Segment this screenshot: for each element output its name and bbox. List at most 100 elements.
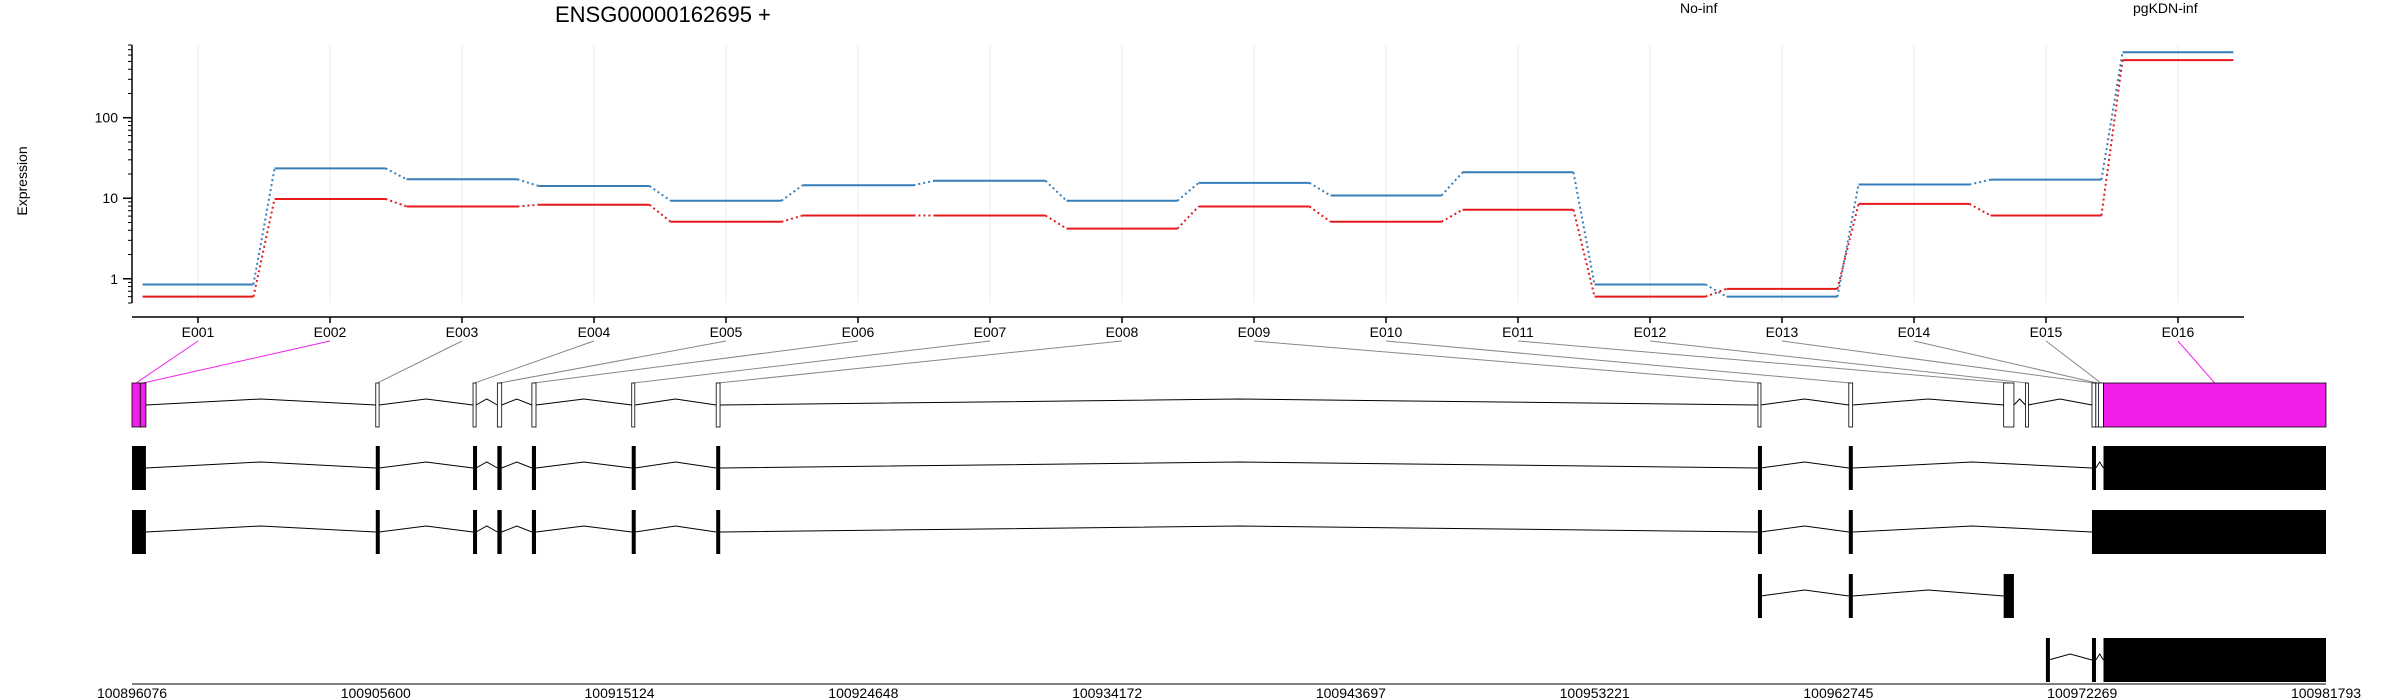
exon-bin-e007 [631,382,636,428]
transcript-exon [716,446,721,490]
x-tick-label-e013: E013 [1766,324,1799,340]
transcript-exon [2103,638,2326,682]
legend-entry-pgkdn-inf: pgKDN-inf [2133,0,2198,16]
x-tick-label-e007: E007 [974,324,1007,340]
series-connector [1308,182,1332,197]
transcript-exon [2103,446,2326,490]
intron-line [1760,398,1849,406]
exon-bin-e016 [2103,382,2327,428]
exon-link-line [1781,340,2094,384]
intron-line [2048,653,2093,661]
transcript-2 [132,510,2326,554]
series-connector [1044,214,1068,230]
genome-tick-label: 100981793 [2291,685,2361,700]
x-tick-label-e010: E010 [1370,324,1403,340]
exon-bin-e013 [2091,382,2097,428]
exon-bin-e001 [131,382,141,428]
expression-plot-area: 1 10 100 E001 E002 E003 E004 E005 E006 E007 E008 E0… [95,44,2244,340]
series-connector [1572,209,1596,297]
series-connector [1705,287,1727,298]
intron-line [634,525,717,533]
intron-line [1760,589,1849,597]
exon-bin-e005 [496,382,503,428]
series-no-inf [142,59,2234,298]
genome-tick-label: 100972269 [2047,685,2117,700]
exon-link-line [2045,340,2102,384]
intron-line [535,398,632,406]
exon-link-line [2177,340,2216,384]
transcript-exon [2045,638,2050,682]
intron-line [501,461,533,469]
transcript-exon [531,510,537,554]
intron-line [720,398,1758,406]
intron-line [145,461,376,469]
transcript-exon [531,446,537,490]
intron-line [379,525,474,533]
x-tick-label-e006: E006 [842,324,875,340]
intron-line [475,398,498,406]
genome-tick-label: 100896076 [97,685,167,700]
transcript-exon [1848,446,1853,490]
intron-line [2095,461,2104,469]
transcript-exon [375,510,380,554]
exon-bin-e004 [472,382,477,428]
intron-line [1852,589,2004,597]
x-tick-label-e001: E001 [182,324,215,340]
transcript-exon [631,446,636,490]
exon-link-line [377,340,463,384]
intron-line [475,461,498,469]
intron-line [501,525,533,533]
exon-link-line [1517,340,2009,384]
y-tick-label: 10 [102,190,118,206]
intron-line [501,398,533,406]
exon-link-line [1913,340,2098,384]
exon-link-line [1649,340,2027,384]
series-connector [517,203,539,208]
y-tick-label: 1 [110,271,118,287]
genome-tick-label: 100953221 [1560,685,1630,700]
x-tick-label-e014: E014 [1898,324,1931,340]
transcript-exon [2091,510,2326,554]
intron-line [475,525,498,533]
exon-link-line [1385,340,1851,384]
x-tick-label-e005: E005 [710,324,743,340]
y-tick-label: 100 [95,110,119,126]
exon-bin-e009 [1757,382,1762,428]
intron-line [1760,525,1849,533]
x-tick-label-e009: E009 [1238,324,1271,340]
series-connector [1968,203,1992,217]
transcript-4 [2045,638,2326,682]
transcript-exon [497,510,502,554]
intron-line [2013,398,2026,406]
intron-line [535,525,632,533]
series-connector [2100,52,2124,180]
transcript-exon [1848,574,1853,618]
series-connector [648,203,672,223]
exon-link-line [135,340,199,384]
exon-bin-e008 [715,382,721,428]
series-connector [1176,182,1200,202]
transcript-exon [375,446,380,490]
x-tick-label-e004: E004 [578,324,611,340]
intron-line [379,461,474,469]
series-connector [780,184,804,202]
series-connector [1440,208,1464,223]
genome-tick-label: 100924648 [828,685,898,700]
intron-line [145,525,376,533]
series-connector [1572,172,1596,285]
exon-bin-e006 [531,382,537,428]
series-connector [1176,205,1200,230]
exon-bin-track [131,382,2327,428]
series-connector [517,178,539,187]
intron-line [720,461,1758,469]
y-axis-label: Expression [14,146,30,215]
exon-link-line [533,340,859,384]
x-tick-label-e002: E002 [314,324,347,340]
transcript-3 [1757,574,2014,618]
x-tick-label-e003: E003 [446,324,479,340]
intron-line [1760,461,1849,469]
transcript-exon [1757,510,1762,554]
series-pgkdn-inf [142,51,2234,298]
series-connector [913,179,935,187]
transcript-exon [631,510,636,554]
